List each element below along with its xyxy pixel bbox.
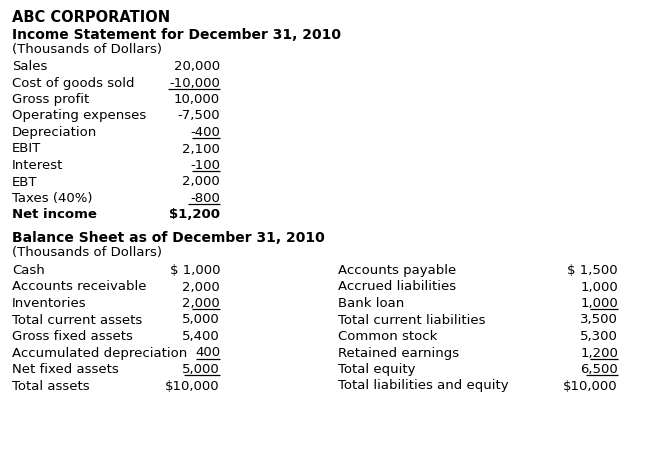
Text: ABC CORPORATION: ABC CORPORATION <box>12 10 170 25</box>
Text: 6,500: 6,500 <box>580 362 618 375</box>
Text: (Thousands of Dollars): (Thousands of Dollars) <box>12 43 162 56</box>
Text: 400: 400 <box>195 346 220 359</box>
Text: 5,300: 5,300 <box>580 329 618 342</box>
Text: 5,000: 5,000 <box>182 313 220 326</box>
Text: Total current assets: Total current assets <box>12 313 143 326</box>
Text: Accrued liabilities: Accrued liabilities <box>338 280 456 293</box>
Text: $10,000: $10,000 <box>563 379 618 392</box>
Text: EBT: EBT <box>12 175 38 188</box>
Text: Total assets: Total assets <box>12 379 89 392</box>
Text: $ 1,000: $ 1,000 <box>170 263 220 276</box>
Text: Accounts receivable: Accounts receivable <box>12 280 146 293</box>
Text: EBIT: EBIT <box>12 142 41 155</box>
Text: Common stock: Common stock <box>338 329 437 342</box>
Text: 5,000: 5,000 <box>182 362 220 375</box>
Text: $10,000: $10,000 <box>165 379 220 392</box>
Text: Operating expenses: Operating expenses <box>12 109 146 122</box>
Text: 5,400: 5,400 <box>182 329 220 342</box>
Text: 1,000: 1,000 <box>580 297 618 309</box>
Text: Cash: Cash <box>12 263 45 276</box>
Text: -400: -400 <box>190 126 220 139</box>
Text: Bank loan: Bank loan <box>338 297 404 309</box>
Text: 3,500: 3,500 <box>580 313 618 326</box>
Text: 2,100: 2,100 <box>182 142 220 155</box>
Text: 10,000: 10,000 <box>174 93 220 106</box>
Text: Net income: Net income <box>12 208 97 221</box>
Text: -7,500: -7,500 <box>178 109 220 122</box>
Text: Accounts payable: Accounts payable <box>338 263 456 276</box>
Text: Inventories: Inventories <box>12 297 87 309</box>
Text: 2,000: 2,000 <box>182 297 220 309</box>
Text: Interest: Interest <box>12 159 64 172</box>
Text: Total equity: Total equity <box>338 362 415 375</box>
Text: 20,000: 20,000 <box>174 60 220 73</box>
Text: Cost of goods sold: Cost of goods sold <box>12 76 135 90</box>
Text: Gross profit: Gross profit <box>12 93 89 106</box>
Text: 1,000: 1,000 <box>580 280 618 293</box>
Text: 1,200: 1,200 <box>580 346 618 359</box>
Text: Net fixed assets: Net fixed assets <box>12 362 119 375</box>
Text: Taxes (40%): Taxes (40%) <box>12 191 93 205</box>
Text: (Thousands of Dollars): (Thousands of Dollars) <box>12 246 162 258</box>
Text: $ 1,500: $ 1,500 <box>568 263 618 276</box>
Text: Income Statement for December 31, 2010: Income Statement for December 31, 2010 <box>12 28 341 42</box>
Text: -100: -100 <box>190 159 220 172</box>
Text: Total liabilities and equity: Total liabilities and equity <box>338 379 509 392</box>
Text: 2,000: 2,000 <box>182 175 220 188</box>
Text: $1,200: $1,200 <box>169 208 220 221</box>
Text: -10,000: -10,000 <box>169 76 220 90</box>
Text: 2,000: 2,000 <box>182 280 220 293</box>
Text: -800: -800 <box>190 191 220 205</box>
Text: Retained earnings: Retained earnings <box>338 346 459 359</box>
Text: Depreciation: Depreciation <box>12 126 97 139</box>
Text: Accumulated depreciation: Accumulated depreciation <box>12 346 187 359</box>
Text: Balance Sheet as of December 31, 2010: Balance Sheet as of December 31, 2010 <box>12 230 325 245</box>
Text: Gross fixed assets: Gross fixed assets <box>12 329 133 342</box>
Text: Total current liabilities: Total current liabilities <box>338 313 485 326</box>
Text: Sales: Sales <box>12 60 47 73</box>
